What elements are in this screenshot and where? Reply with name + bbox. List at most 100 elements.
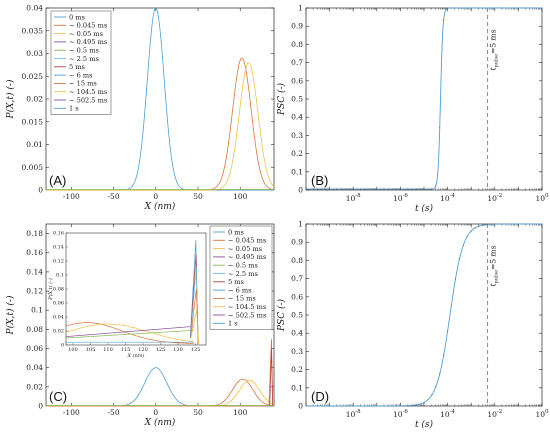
psc-sample-marker (443, 19, 445, 21)
psc-sample-marker (419, 188, 421, 190)
legend-entry: ~ 104.5 ms (69, 88, 108, 96)
legend-entry: ~ 15 ms (228, 295, 256, 303)
inset-y-tick-label: 0.02 (53, 329, 64, 335)
x-tick-label: 50 (193, 192, 203, 201)
psc-sample-marker (372, 405, 374, 407)
psc-sample-marker (541, 7, 543, 9)
panel-tag: (A) (49, 173, 66, 188)
inset-x-tick-label: 110 (103, 347, 113, 353)
legend-entry: ~ 0.495 ms (69, 38, 108, 46)
psc-sample-marker (309, 188, 311, 190)
y-tick-label: 0.015 (22, 117, 44, 126)
psc-sample-marker (454, 7, 457, 9)
legend-entry: ~ 6 ms (228, 286, 252, 294)
psc-sample-marker (356, 188, 358, 190)
psc-sample-marker (529, 7, 531, 9)
psc-sample-marker (450, 303, 453, 305)
psc-sample-marker (478, 7, 480, 9)
psc-sample-marker (407, 405, 409, 407)
legend-entry: 1 s (69, 105, 79, 113)
legend-entry: ~ 15 ms (69, 80, 97, 88)
x-tick-label: 0 (153, 408, 158, 417)
psc-sample-marker (454, 278, 457, 280)
psc-sample-marker (321, 188, 323, 190)
psc-sample-marker (431, 394, 433, 396)
psc-sample-marker (340, 405, 342, 407)
x-tick-label: 10-6 (393, 409, 408, 419)
psc-sample-marker (415, 404, 417, 406)
psc-sample-marker (423, 401, 425, 404)
psc-sample-marker (427, 188, 429, 190)
psc-sample-marker (509, 7, 512, 9)
psc-sample-marker (513, 223, 516, 225)
y-tick-label: 0 (298, 402, 303, 411)
y-axis-label: PSC (-) (276, 83, 287, 117)
legend-entry: 0 ms (228, 228, 245, 236)
x-tick-label: -50 (108, 408, 120, 417)
series-line (46, 62, 275, 191)
inset-y-tick-label: 0.04 (53, 315, 64, 321)
inset-x-tick-label: 105 (86, 347, 96, 353)
psc-sample-marker (529, 223, 531, 225)
psc-sample-marker (462, 244, 464, 246)
psc-sample-marker (305, 405, 307, 407)
psc-sample-marker (380, 405, 382, 407)
legend-entry: ~ 0.05 ms (228, 245, 263, 253)
y-tick-label: 0.9 (291, 238, 303, 247)
wall-spike (269, 348, 274, 407)
psc-sample-marker (525, 7, 527, 9)
psc-sample-marker (391, 405, 394, 407)
psc-sample-marker (458, 258, 460, 260)
x-tick-label: 50 (193, 408, 203, 417)
x-tick-label: 10-2 (487, 193, 502, 203)
psc-sample-marker (340, 188, 342, 190)
psc-sample-marker (486, 224, 488, 226)
psc-sample-marker (439, 127, 441, 129)
x-tick-label: 100 (233, 192, 248, 201)
psc-sample-marker (458, 7, 460, 9)
y-tick-label: 0.18 (26, 229, 43, 238)
y-tick-label: 0.7 (291, 274, 303, 283)
panel-d-plot-frame (305, 223, 543, 407)
y-tick-label: 0.3 (291, 347, 303, 356)
psc-sample-marker (537, 223, 539, 225)
psc-sample-marker (466, 235, 468, 237)
psc-sample-marker (376, 188, 378, 190)
psc-sample-marker (502, 7, 504, 9)
panel-tag: (C) (49, 389, 67, 404)
psc-sample-marker (399, 188, 401, 190)
psc-sample-marker (521, 7, 523, 9)
x-axis-label: t (s) (415, 203, 434, 214)
psc-sample-marker (517, 7, 519, 9)
psc-sample-marker (494, 223, 496, 225)
y-tick-label: 0 (38, 186, 43, 195)
y-tick-label: 0.4 (291, 329, 303, 338)
y-tick-label: 0.025 (22, 72, 44, 81)
y-tick-label: 0.8 (291, 256, 303, 265)
psc-sample-marker (470, 230, 472, 232)
psc-sample-marker (352, 188, 354, 190)
inset-x-axis-label: X (nm) (126, 352, 144, 359)
y-tick-label: 1 (298, 4, 303, 13)
legend-entry: 0 ms (69, 13, 86, 21)
psc-sample-marker (395, 405, 398, 407)
x-tick-label: 0 (153, 192, 158, 201)
panel-b-plot-frame (305, 7, 543, 191)
psc-sample-marker (364, 188, 366, 190)
psc-sample-marker (482, 7, 484, 9)
pulse-annotation: tpulse=5 ms (489, 245, 500, 286)
y-axis-label: P(X,t) (-) (5, 295, 16, 335)
psc-sample-marker (336, 188, 339, 190)
x-tick-label: 100 (535, 193, 549, 203)
psc-sample-marker (486, 7, 488, 9)
legend-entry: 5 ms (228, 278, 245, 286)
psc-sample-marker (474, 227, 476, 229)
psc-sample-marker (419, 403, 421, 405)
psc-sample-marker (478, 225, 480, 227)
psc-sample-marker (372, 188, 374, 190)
y-tick-label: 0.02 (26, 382, 43, 391)
psc-sample-marker (384, 405, 386, 407)
panel-c-distribution-chart: -100 -50 0 50 100 0 0.02 0.04 0.06 0.08 0.1 0.12 0.1… (5, 223, 275, 428)
psc-sample-marker (368, 188, 370, 190)
